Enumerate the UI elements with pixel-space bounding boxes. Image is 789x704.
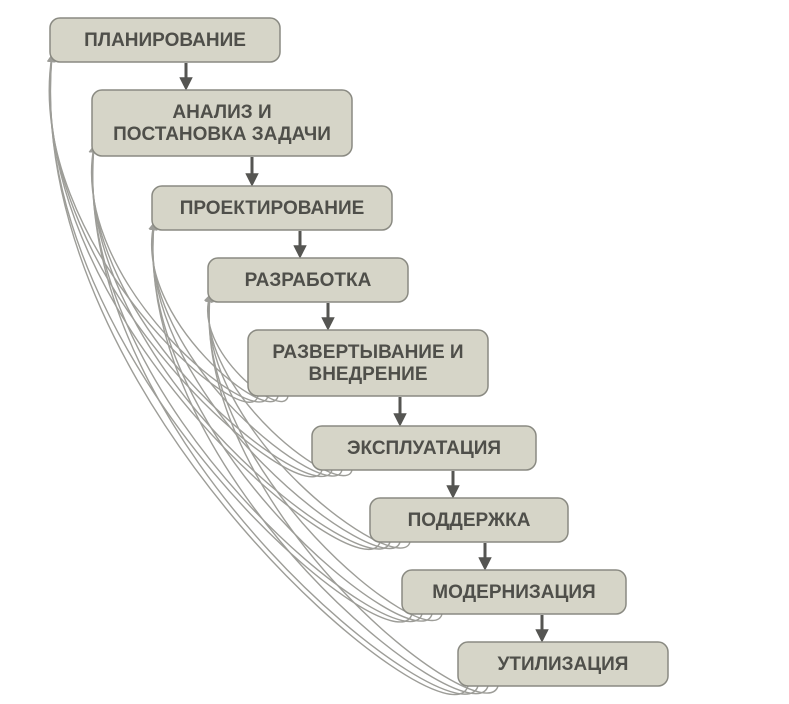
flow-node: ПОДДЕРЖКА	[370, 498, 568, 542]
flow-node-label: ПЛАНИРОВАНИЕ	[84, 30, 246, 51]
flow-node-label: МОДЕРНИЗАЦИЯ	[432, 582, 595, 603]
flow-node: ЭКСПЛУАТАЦИЯ	[312, 426, 536, 470]
flow-node-label: ЭКСПЛУАТАЦИЯ	[347, 438, 501, 459]
flow-node: АНАЛИЗ ИПОСТАНОВКА ЗАДАЧИ	[92, 90, 352, 156]
nodes: ПЛАНИРОВАНИЕ АНАЛИЗ ИПОСТАНОВКА ЗАДАЧИ ПРО…	[50, 18, 668, 686]
flowchart-canvas: ПЛАНИРОВАНИЕ АНАЛИЗ ИПОСТАНОВКА ЗАДАЧИ ПРО…	[0, 0, 789, 704]
flow-node-label: ПОСТАНОВКА ЗАДАЧИ	[113, 124, 331, 145]
flow-node: РАЗВЕРТЫВАНИЕ ИВНЕДРЕНИЕ	[248, 330, 488, 396]
flow-node: ПЛАНИРОВАНИЕ	[50, 18, 280, 62]
flow-node-label: УТИЛИЗАЦИЯ	[498, 654, 629, 675]
flow-node: УТИЛИЗАЦИЯ	[458, 642, 668, 686]
flow-node-label: ПОДДЕРЖКА	[408, 510, 531, 531]
flow-node: РАЗРАБОТКА	[208, 258, 408, 302]
flow-node: МОДЕРНИЗАЦИЯ	[402, 570, 626, 614]
flow-node-label: ПРОЕКТИРОВАНИЕ	[180, 198, 365, 219]
flow-node: ПРОЕКТИРОВАНИЕ	[152, 186, 392, 230]
flow-node-label: АНАЛИЗ И	[172, 102, 271, 123]
flow-node-label: РАЗВЕРТЫВАНИЕ И	[272, 342, 463, 363]
flow-node-label: РАЗРАБОТКА	[245, 270, 372, 291]
flow-node-label: ВНЕДРЕНИЕ	[308, 364, 427, 385]
